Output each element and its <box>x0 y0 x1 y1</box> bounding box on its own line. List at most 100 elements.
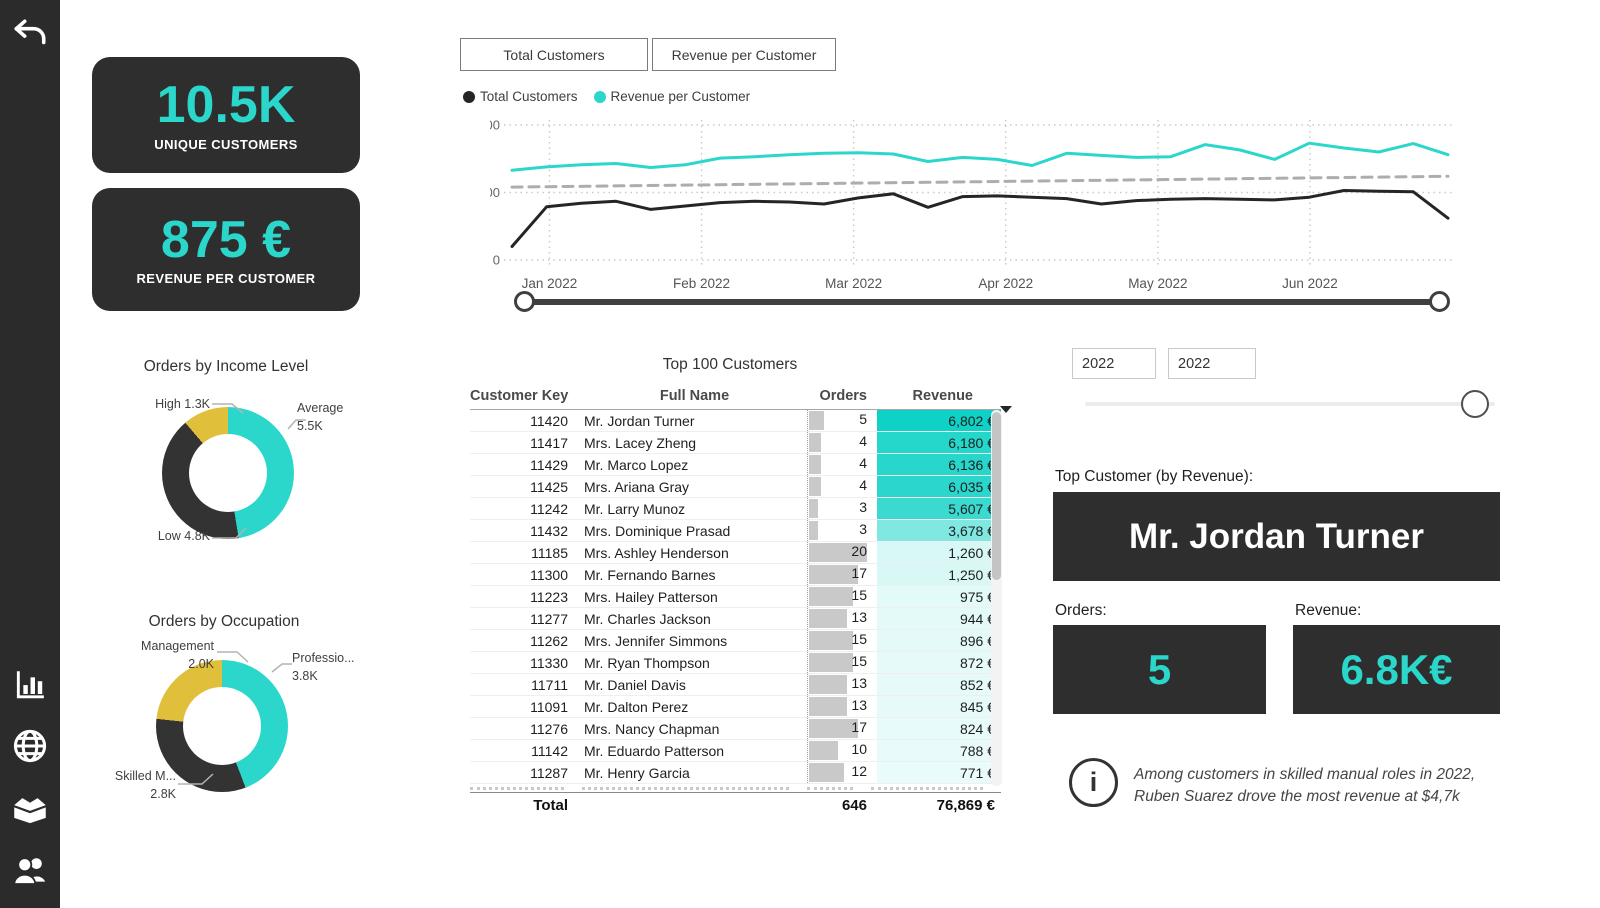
cell-customer-key: 11300 <box>530 566 568 583</box>
globe-icon[interactable] <box>0 720 60 772</box>
cell-customer-key: 11262 <box>530 632 568 649</box>
table-row[interactable]: 11287 Mr. Henry Garcia 12 771 € <box>470 762 1001 784</box>
donut-label-management: Management 2.0K <box>141 639 214 671</box>
orders-data-bar <box>809 609 847 628</box>
col-header-customer-key[interactable]: Customer Key <box>470 387 569 404</box>
cell-orders: 10 <box>807 740 871 761</box>
kpi-card-unique-customers: 10.5K UNIQUE CUSTOMERS <box>92 57 360 173</box>
kpi-value: 10.5K <box>156 76 296 135</box>
cell-full-name: Mr. Fernando Barnes <box>584 566 716 583</box>
col-header-orders[interactable]: Orders <box>819 387 867 404</box>
cell-orders: 4 <box>807 476 871 497</box>
series-total-customers <box>510 189 1450 248</box>
cell-orders: 20 <box>807 542 871 563</box>
orders-data-bar <box>809 741 838 760</box>
cell-orders: 17 <box>807 718 871 739</box>
svg-text:Feb 2022: Feb 2022 <box>673 276 730 291</box>
series-revenue-per-customer <box>510 141 1450 172</box>
cell-orders: 5 <box>807 410 871 431</box>
year-from-input[interactable] <box>1072 348 1156 379</box>
svg-text:Mar 2022: Mar 2022 <box>825 276 882 291</box>
orders-data-bar <box>809 499 818 518</box>
insight-text: Among customers in skilled manual roles … <box>1134 766 1476 806</box>
cell-full-name: Mrs. Hailey Patterson <box>584 588 718 605</box>
table-header: Customer Key Full Name Orders Revenue <box>470 382 1012 413</box>
orders-data-bar <box>809 697 847 716</box>
table-row[interactable]: 11277 Mr. Charles Jackson 13 944 € <box>470 608 1001 630</box>
people-icon[interactable] <box>0 844 60 896</box>
donut-occupation-title: Orders by Occupation <box>148 613 300 630</box>
year-slider-track[interactable] <box>1085 402 1495 406</box>
table-scrollbar-thumb[interactable] <box>992 412 1001 580</box>
cell-customer-key: 11142 <box>531 742 568 759</box>
range-slider-track[interactable] <box>526 299 1438 305</box>
table-row[interactable]: 11432 Mrs. Dominique Prasad 3 3,678 € <box>470 520 1001 542</box>
table-row[interactable]: 11091 Mr. Dalton Perez 13 845 € <box>470 696 1001 718</box>
table-row[interactable]: 11330 Mr. Ryan Thompson 15 872 € <box>470 652 1001 674</box>
table-row[interactable]: 11711 Mr. Daniel Davis 13 852 € <box>470 674 1001 696</box>
cell-orders: 12 <box>807 762 871 783</box>
table-row[interactable]: 11242 Mr. Larry Munoz 3 5,607 € <box>470 498 1001 520</box>
undo-icon[interactable] <box>0 8 60 60</box>
cell-customer-key: 11287 <box>530 764 568 781</box>
svg-text:Jan 2022: Jan 2022 <box>522 276 578 291</box>
table-row[interactable]: 11262 Mrs. Jennifer Simmons 15 896 € <box>470 630 1001 652</box>
legend-item-revenue-per-customer[interactable]: Revenue per Customer <box>593 89 750 104</box>
table-row[interactable]: 11300 Mr. Fernando Barnes 17 1,250 € <box>470 564 1001 586</box>
donut-label-high: High 1.3K <box>155 397 210 411</box>
cell-customer-key: 11242 <box>530 500 568 517</box>
cell-revenue: 6,136 € <box>877 454 1001 475</box>
year-slider-handle[interactable] <box>1461 390 1489 418</box>
table-row[interactable]: 11276 Mrs. Nancy Chapman 17 824 € <box>470 718 1001 740</box>
col-header-full-name[interactable]: Full Name <box>659 387 730 404</box>
cell-orders: 3 <box>807 498 871 519</box>
table-row[interactable]: 11142 Mr. Eduardo Patterson 10 788 € <box>470 740 1001 762</box>
sort-descending-icon[interactable] <box>1000 406 1012 413</box>
table-row[interactable]: 11417 Mrs. Lacey Zheng 4 6,180 € <box>470 432 1001 454</box>
cell-customer-key: 11425 <box>530 478 568 495</box>
table-row[interactable]: 11429 Mr. Marco Lopez 4 6,136 € <box>470 454 1001 476</box>
cell-full-name: Mr. Marco Lopez <box>584 456 689 473</box>
year-to-input[interactable] <box>1168 348 1256 379</box>
range-slider-handle-left[interactable] <box>514 291 535 312</box>
range-slider-handle-right[interactable] <box>1429 291 1450 312</box>
legend-item-total-customers[interactable]: Total Customers <box>463 89 578 104</box>
cell-full-name: Mr. Eduardo Patterson <box>584 742 725 759</box>
bar-chart-icon[interactable] <box>0 658 60 710</box>
cell-orders: 13 <box>807 674 871 695</box>
table-title: Top 100 Customers <box>662 356 798 373</box>
cell-revenue: 1,250 € <box>877 564 1001 585</box>
table-row[interactable]: 11185 Mrs. Ashley Henderson 20 1,260 € <box>470 542 1001 564</box>
cell-revenue: 6,180 € <box>877 432 1001 453</box>
cell-customer-key: 11432 <box>530 522 568 539</box>
cell-orders: 15 <box>807 652 871 673</box>
table-row[interactable]: 11223 Mrs. Hailey Patterson 15 975 € <box>470 586 1001 608</box>
donut-label-skilled-manual: Skilled M... 2.8K <box>114 769 176 801</box>
svg-text:Apr 2022: Apr 2022 <box>978 276 1033 291</box>
year-slider <box>1085 390 1495 418</box>
orders-data-bar <box>809 565 858 584</box>
kpi-value: 875 € <box>160 210 292 269</box>
col-header-revenue[interactable]: Revenue <box>912 387 973 404</box>
toggle-total-customers-button[interactable]: Total Customers <box>460 38 648 71</box>
table-row[interactable]: 11420 Mr. Jordan Turner 5 6,802 € <box>470 410 1001 432</box>
cell-revenue: 824 € <box>877 718 1001 739</box>
cell-orders: 15 <box>807 586 871 607</box>
donut-income-title: Orders by Income Level <box>143 358 309 375</box>
revenue-card: 6.8K€ <box>1293 625 1500 714</box>
cell-customer-key: 11429 <box>530 456 568 473</box>
donut-label-low: Low 4.8K <box>157 529 210 543</box>
toggle-revenue-per-customer-button[interactable]: Revenue per Customer <box>652 38 836 71</box>
donut-chart-occupation[interactable] <box>156 660 288 792</box>
cell-customer-key: 11417 <box>530 434 568 451</box>
donut-hole <box>189 434 267 512</box>
donut-chart-income-level[interactable] <box>162 407 294 539</box>
cell-customer-key: 11330 <box>530 654 568 671</box>
package-icon[interactable] <box>0 782 60 834</box>
table-row[interactable]: 11425 Mrs. Ariana Gray 4 6,035 € <box>470 476 1001 498</box>
line-chart[interactable]: 0 500 1,000 Jan 2022 Feb 2022 Mar 2022 Apr 202… <box>490 112 1470 304</box>
cell-orders: 17 <box>807 564 871 585</box>
orders-data-bar <box>809 675 847 694</box>
table-scrollbar[interactable] <box>991 410 1002 786</box>
